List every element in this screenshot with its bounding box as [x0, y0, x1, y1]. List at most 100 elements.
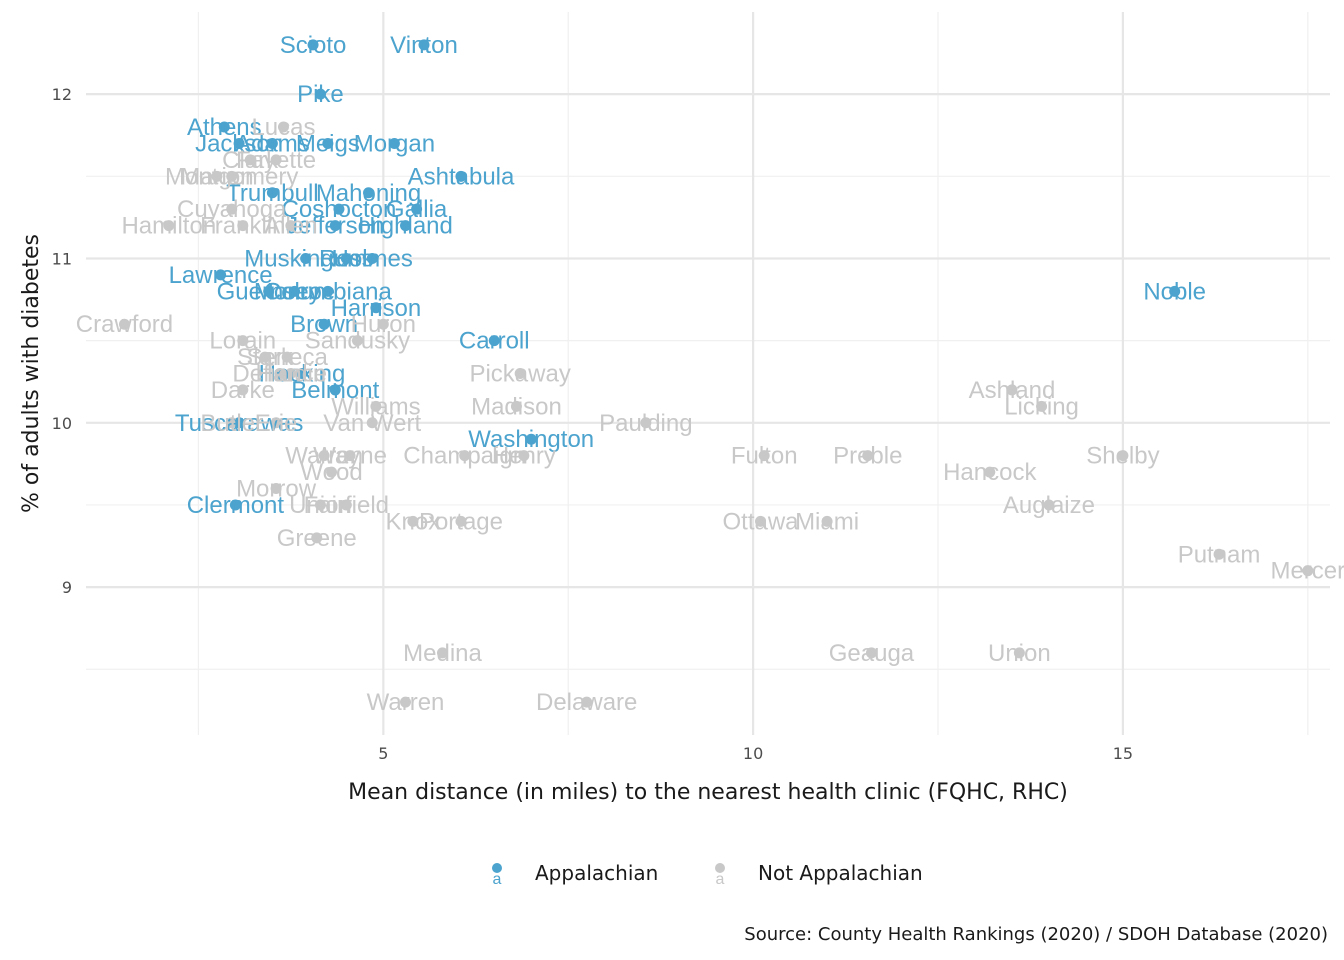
- data-point-appalachian: [215, 269, 227, 281]
- data-point-appalachian: [229, 499, 241, 511]
- data-point-not-appalachian: [377, 318, 389, 330]
- data-point-not-appalachian: [326, 466, 338, 478]
- data-point-appalachian: [329, 384, 341, 396]
- point-label-not-appalachian: Huron: [351, 311, 416, 338]
- y-tick-label: 10: [52, 414, 72, 433]
- data-point-not-appalachian: [436, 647, 448, 659]
- point-label-appalachian: Vinton: [390, 32, 458, 59]
- data-point-not-appalachian: [237, 384, 249, 396]
- point-label-not-appalachian: Wood: [300, 459, 362, 486]
- data-point-not-appalachian: [244, 154, 256, 166]
- data-point-not-appalachian: [755, 515, 767, 527]
- data-point-not-appalachian: [459, 450, 471, 462]
- point-label-not-appalachian: Miami: [795, 508, 859, 535]
- point-label-appalachian: Clermont: [187, 492, 285, 519]
- point-label-not-appalachian: Greene: [277, 525, 357, 552]
- x-tick-label: 5: [378, 744, 388, 763]
- point-label-not-appalachian: Sandusky: [305, 328, 410, 355]
- point-label-appalachian: Carroll: [459, 328, 530, 355]
- data-point-not-appalachian: [274, 368, 286, 379]
- point-label-not-appalachian: Lucas: [251, 114, 315, 141]
- data-point-appalachian: [333, 203, 345, 215]
- data-point-appalachian: [318, 318, 330, 330]
- data-point-not-appalachian: [285, 368, 297, 379]
- point-label-not-appalachian: Delaware: [536, 689, 637, 716]
- data-point-not-appalachian: [518, 450, 530, 462]
- point-label-not-appalachian: Pickaway: [469, 361, 570, 388]
- data-point-appalachian: [300, 252, 312, 264]
- data-point-not-appalachian: [237, 220, 249, 232]
- point-label-not-appalachian: Clark: [222, 147, 279, 174]
- point-label-not-appalachian: Seneca: [246, 344, 328, 371]
- point-label-appalachian: Monroe: [254, 278, 335, 305]
- point-label-appalachian: Guernsey: [217, 278, 321, 305]
- point-label-not-appalachian: Medina: [403, 640, 482, 667]
- grid-lines: [86, 12, 1330, 735]
- point-label-appalachian: Ross: [319, 245, 374, 272]
- data-point-not-appalachian: [118, 318, 130, 330]
- data-point-appalachian: [329, 220, 341, 232]
- point-label-not-appalachian: Morrow: [236, 476, 317, 503]
- point-label-not-appalachian: Henry: [492, 443, 556, 470]
- data-point-not-appalachian: [226, 170, 238, 182]
- data-point-appalachian: [322, 137, 334, 149]
- data-point-not-appalachian: [351, 335, 363, 347]
- data-point-not-appalachian: [163, 220, 175, 232]
- point-label-not-appalachian: Ottawa: [722, 508, 799, 535]
- point-label-appalachian: Holmes: [332, 245, 413, 272]
- data-point-not-appalachian: [366, 417, 378, 429]
- data-point-not-appalachian: [400, 696, 412, 708]
- data-point-not-appalachian: [514, 368, 526, 379]
- data-point-appalachian: [400, 220, 412, 232]
- data-point-appalachian: [263, 285, 275, 297]
- data-point-appalachian: [266, 137, 278, 149]
- point-label-appalachian: Coshocton: [282, 196, 397, 223]
- data-point-appalachian: [411, 203, 423, 215]
- point-label-not-appalachian: Auglaize: [1003, 492, 1095, 519]
- point-label-not-appalachian: Knox: [386, 508, 441, 535]
- data-point-not-appalachian: [1036, 400, 1048, 412]
- point-label-not-appalachian: Warren: [367, 689, 445, 716]
- point-label-not-appalachian: Licking: [1004, 393, 1079, 420]
- point-label-appalachian: Highland: [358, 213, 453, 240]
- legend: a Appalachian a Not Appalachian: [492, 861, 923, 888]
- point-label-appalachian: Pike: [297, 81, 344, 108]
- legend-key-appalachian: [492, 863, 502, 873]
- data-points: [118, 39, 1314, 708]
- data-point-appalachian: [370, 302, 382, 314]
- data-point-appalachian: [296, 368, 308, 379]
- data-point-not-appalachian: [1302, 565, 1314, 577]
- legend-key-glyph-not-appalachian: a: [716, 871, 725, 888]
- legend-label-appalachian: Appalachian: [535, 861, 658, 885]
- data-point-appalachian: [340, 252, 352, 264]
- data-point-not-appalachian: [311, 532, 323, 544]
- data-point-not-appalachian: [1213, 548, 1225, 560]
- y-axis-title: % of adults with diabetes: [19, 234, 44, 513]
- point-label-not-appalachian: Crawford: [76, 311, 173, 338]
- point-label-not-appalachian: Paulding: [599, 410, 692, 437]
- legend-key-not-appalachian: [715, 863, 725, 873]
- data-point-not-appalachian: [226, 203, 238, 215]
- point-label-appalachian: Meigs: [296, 130, 360, 157]
- point-label-appalachian: Morgan: [354, 130, 435, 157]
- point-label-not-appalachian: Williams: [331, 393, 420, 420]
- point-label-not-appalachian: Hardin: [256, 361, 327, 388]
- data-point-not-appalachian: [1013, 647, 1025, 659]
- point-label-appalachian: Jefferson: [286, 213, 384, 240]
- point-label-not-appalachian: Union: [289, 492, 352, 519]
- data-point-not-appalachian: [370, 400, 382, 412]
- data-point-not-appalachian: [640, 417, 652, 429]
- data-point-appalachian: [1169, 285, 1181, 297]
- data-point-not-appalachian: [581, 696, 593, 708]
- data-point-not-appalachian: [259, 351, 271, 363]
- point-label-not-appalachian: Butler: [200, 410, 263, 437]
- point-label-appalachian: Hocking: [259, 361, 346, 388]
- legend-key-glyph-appalachian: a: [493, 871, 502, 888]
- point-label-appalachian: Harrison: [331, 295, 422, 322]
- point-label-not-appalachian: Wayne: [313, 443, 387, 470]
- data-point-appalachian: [525, 433, 537, 445]
- point-label-not-appalachian: Warren: [285, 443, 363, 470]
- point-label-not-appalachian: Lorain: [209, 328, 276, 355]
- point-label-not-appalachian: Fayette: [236, 147, 316, 174]
- point-label-not-appalachian: Hancock: [943, 459, 1037, 486]
